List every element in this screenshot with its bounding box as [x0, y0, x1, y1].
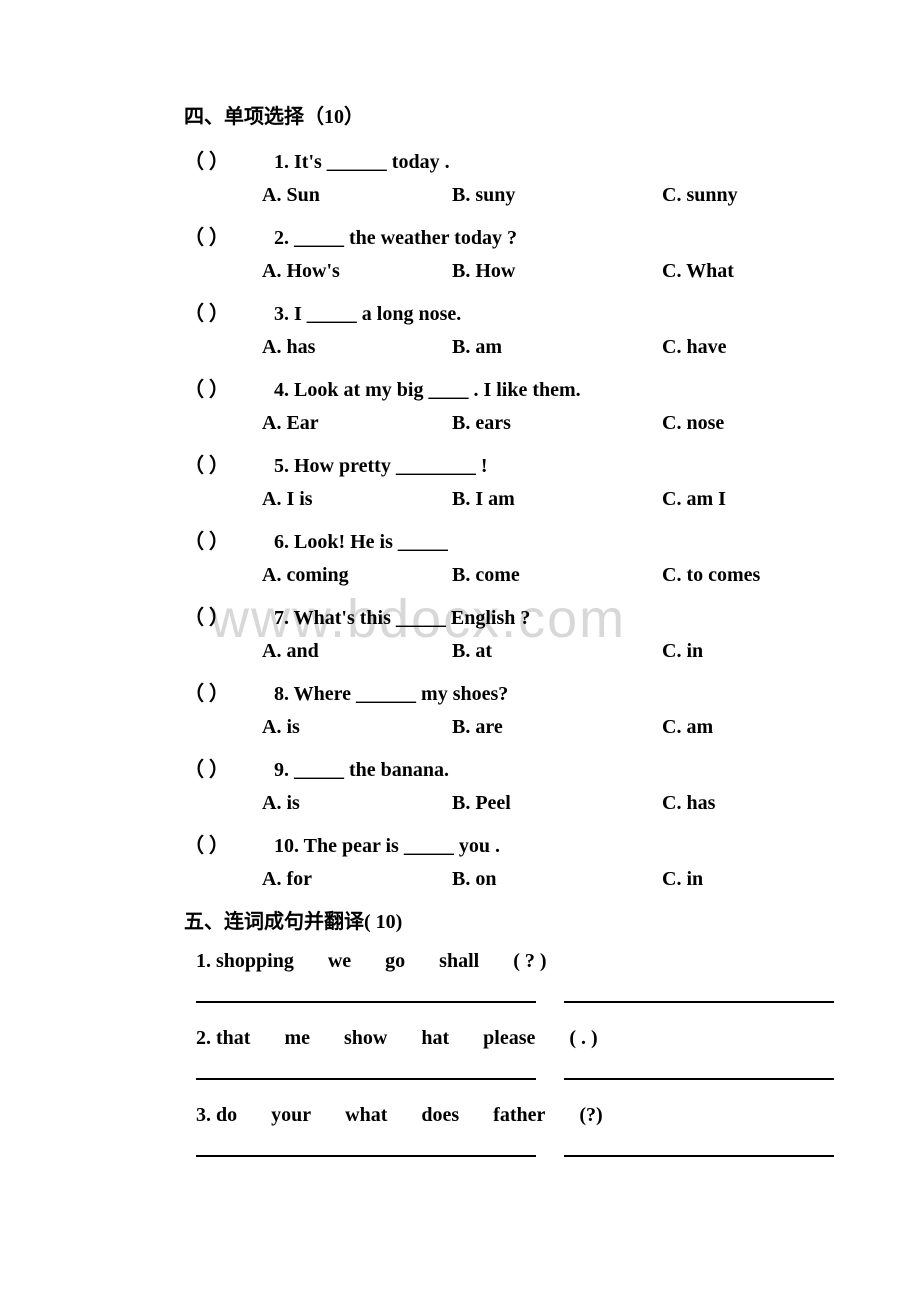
choice-c: C. am — [662, 716, 920, 739]
answer-slot: （ ） — [184, 221, 274, 250]
choice-c: C. have — [662, 336, 920, 359]
choice-b: B. come — [452, 564, 662, 587]
section-4-title: 四、单项选择（10） — [184, 100, 920, 129]
document-content: 四、单项选择（10） （ ） 1. It's ______ today . A.… — [184, 100, 920, 1157]
choice-b: B. How — [452, 260, 662, 283]
choice-b: B. am — [452, 336, 662, 359]
choice-a: A. How's — [262, 260, 452, 283]
question-stem: 1. It's ______ today . — [274, 151, 920, 174]
choice-c: C. sunny — [662, 184, 920, 207]
choice-b: B. Peel — [452, 792, 662, 815]
answer-slot: （ ） — [184, 753, 274, 782]
question-stem: 10. The pear is _____ you . — [274, 835, 920, 858]
question-8: （ ） 8. Where ______ my shoes? A. is B. a… — [184, 677, 920, 739]
question-stem: 3. I _____ a long nose. — [274, 303, 920, 326]
choice-a: A. Ear — [262, 412, 452, 435]
question-7: （ ） 7. What's this _____ English ? A. an… — [184, 601, 920, 663]
choice-a: A. has — [262, 336, 452, 359]
answer-slot: （ ） — [184, 449, 274, 478]
question-stem: 9. _____ the banana. — [274, 759, 920, 782]
question-4: （ ） 4. Look at my big ____ . I like them… — [184, 373, 920, 435]
choice-b: B. at — [452, 640, 662, 663]
answer-line-1 — [184, 1001, 920, 1003]
choice-b: B. ears — [452, 412, 662, 435]
blank-line — [196, 1155, 536, 1157]
choice-b: B. on — [452, 868, 662, 891]
choice-c: C. to comes — [662, 564, 920, 587]
question-stem: 8. Where ______ my shoes? — [274, 683, 920, 706]
answer-slot: （ ） — [184, 829, 274, 858]
choice-c: C. am I — [662, 488, 920, 511]
question-stem: 5. How pretty ________ ! — [274, 455, 920, 478]
sentence-question-3: 3. do your what does father (?) — [184, 1104, 920, 1127]
question-stem: 6. Look! He is _____ — [274, 531, 920, 554]
answer-slot: （ ） — [184, 601, 274, 630]
blank-line — [196, 1001, 536, 1003]
choice-a: A. and — [262, 640, 452, 663]
blank-line — [564, 1001, 834, 1003]
choice-c: C. in — [662, 640, 920, 663]
question-10: （ ） 10. The pear is _____ you . A. for B… — [184, 829, 920, 891]
choice-c: C. in — [662, 868, 920, 891]
question-stem: 7. What's this _____ English ? — [274, 607, 920, 630]
answer-line-3 — [184, 1155, 920, 1157]
question-stem: 4. Look at my big ____ . I like them. — [274, 379, 920, 402]
choice-b: B. suny — [452, 184, 662, 207]
sentence-question-2: 2. that me show hat please ( . ) — [184, 1027, 920, 1050]
section-5: 五、连词成句并翻译( 10) 1. shopping we go shall (… — [184, 905, 920, 1157]
choice-a: A. coming — [262, 564, 452, 587]
choice-c: C. What — [662, 260, 920, 283]
answer-line-2 — [184, 1078, 920, 1080]
question-6: （ ） 6. Look! He is _____ A. coming B. co… — [184, 525, 920, 587]
answer-slot: （ ） — [184, 525, 274, 554]
choice-b: B. I am — [452, 488, 662, 511]
question-stem: 2. _____ the weather today ? — [274, 227, 920, 250]
question-1: （ ） 1. It's ______ today . A. Sun B. sun… — [184, 145, 920, 207]
choice-a: A. is — [262, 716, 452, 739]
choice-c: C. nose — [662, 412, 920, 435]
question-5: （ ） 5. How pretty ________ ! A. I is B. … — [184, 449, 920, 511]
choice-a: A. Sun — [262, 184, 452, 207]
blank-line — [564, 1155, 834, 1157]
section-5-title: 五、连词成句并翻译( 10) — [184, 905, 920, 934]
question-3: （ ） 3. I _____ a long nose. A. has B. am… — [184, 297, 920, 359]
answer-slot: （ ） — [184, 373, 274, 402]
answer-slot: （ ） — [184, 145, 274, 174]
answer-slot: （ ） — [184, 297, 274, 326]
answer-slot: （ ） — [184, 677, 274, 706]
choice-a: A. is — [262, 792, 452, 815]
question-2: （ ） 2. _____ the weather today ? A. How'… — [184, 221, 920, 283]
blank-line — [564, 1078, 834, 1080]
sentence-question-1: 1. shopping we go shall ( ? ) — [184, 950, 920, 973]
choice-a: A. for — [262, 868, 452, 891]
blank-line — [196, 1078, 536, 1080]
choice-a: A. I is — [262, 488, 452, 511]
choice-c: C. has — [662, 792, 920, 815]
choice-b: B. are — [452, 716, 662, 739]
question-9: （ ） 9. _____ the banana. A. is B. Peel C… — [184, 753, 920, 815]
